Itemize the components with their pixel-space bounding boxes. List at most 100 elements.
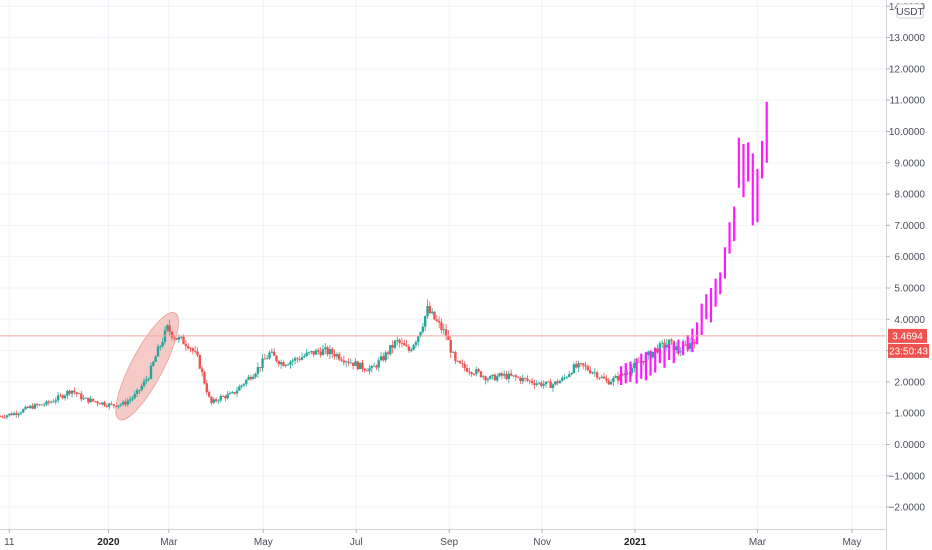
candle-body bbox=[491, 374, 494, 377]
candle-body bbox=[219, 395, 222, 401]
candle-body bbox=[142, 381, 146, 386]
candle-body bbox=[547, 381, 550, 383]
candle-body bbox=[526, 378, 529, 381]
candle-body bbox=[226, 394, 229, 399]
candle-body bbox=[556, 381, 559, 384]
candle-body bbox=[145, 379, 148, 382]
candle-body bbox=[389, 345, 392, 355]
candle-body bbox=[296, 358, 299, 360]
candle-body bbox=[254, 373, 257, 377]
candle-body bbox=[29, 405, 32, 408]
price-tick-label: 11.0000 bbox=[890, 96, 926, 107]
candle-body bbox=[447, 335, 450, 341]
candle-body bbox=[177, 336, 181, 340]
candle-body bbox=[205, 383, 208, 393]
candle-body bbox=[670, 339, 673, 341]
candle-body bbox=[403, 343, 406, 346]
candle-body bbox=[131, 397, 134, 400]
candle-body bbox=[242, 383, 246, 386]
candle-body bbox=[521, 377, 524, 382]
candle-body bbox=[5, 415, 9, 418]
candle-body bbox=[84, 397, 88, 399]
candle-body bbox=[52, 401, 55, 403]
candle-body bbox=[196, 351, 199, 356]
candle-body bbox=[217, 400, 220, 402]
candle-body bbox=[482, 376, 485, 378]
candle-body bbox=[519, 377, 522, 382]
candle-body bbox=[224, 396, 227, 399]
candle-body bbox=[114, 405, 118, 407]
price-tick-label: 4.0000 bbox=[894, 315, 925, 326]
candle-body bbox=[128, 399, 132, 401]
candle-body bbox=[537, 382, 541, 384]
candle-body bbox=[512, 375, 515, 377]
time-tick-label: 11 bbox=[4, 537, 15, 548]
candle-body bbox=[331, 349, 334, 354]
candle-body bbox=[605, 378, 608, 381]
candle-body bbox=[289, 361, 292, 365]
candle-body bbox=[305, 352, 308, 356]
candle-body bbox=[207, 392, 211, 397]
price-tick-label: 8.0000 bbox=[894, 190, 925, 201]
candle-body bbox=[77, 393, 81, 395]
candle-body bbox=[475, 369, 478, 375]
candle-body bbox=[472, 374, 476, 375]
candle-body bbox=[338, 354, 341, 360]
candle-body bbox=[363, 369, 366, 371]
time-tick-label: May bbox=[842, 537, 861, 548]
candle-body bbox=[173, 337, 176, 339]
candle-body bbox=[193, 350, 197, 352]
candle-body bbox=[38, 404, 41, 406]
time-axis-panel[interactable] bbox=[0, 529, 886, 550]
candle-body bbox=[581, 363, 585, 366]
candle-body bbox=[398, 339, 401, 343]
candle-body bbox=[103, 402, 106, 406]
unit-label-box bbox=[896, 3, 924, 19]
candle-body bbox=[368, 368, 371, 372]
candle-body bbox=[335, 354, 339, 357]
candle-body bbox=[505, 374, 508, 379]
candle-body bbox=[268, 352, 271, 359]
candle-body bbox=[303, 355, 306, 358]
candle-body bbox=[54, 400, 57, 402]
candle-body bbox=[456, 360, 459, 362]
candle-body bbox=[94, 401, 97, 402]
time-axis: 11 2020 Mar May Jul Sep Nov 2021 Mar May bbox=[4, 529, 861, 548]
candle-body bbox=[496, 376, 499, 381]
candle-body bbox=[549, 381, 552, 388]
candle-body bbox=[509, 373, 513, 376]
candle-body bbox=[321, 349, 325, 356]
time-tick-label: Mar bbox=[160, 537, 178, 548]
candle-body bbox=[630, 367, 634, 374]
candle-body bbox=[15, 413, 18, 415]
candle-body bbox=[468, 371, 471, 373]
candle-body bbox=[3, 416, 6, 418]
candle-body bbox=[386, 352, 390, 355]
candle-body bbox=[607, 380, 610, 385]
candle-body bbox=[307, 352, 311, 353]
candle-body bbox=[300, 357, 304, 360]
candle-body bbox=[40, 404, 44, 406]
candle-body bbox=[61, 395, 64, 399]
price-tick-label: 7.0000 bbox=[894, 221, 925, 232]
candle-body bbox=[154, 356, 157, 362]
candle-body bbox=[458, 361, 462, 364]
time-tick-label: 2020 bbox=[97, 537, 120, 548]
candle-body bbox=[433, 311, 436, 320]
candle-body bbox=[498, 373, 501, 377]
candle-body bbox=[49, 401, 53, 403]
candle-body bbox=[426, 306, 429, 317]
candle-body bbox=[249, 376, 253, 380]
price-axis-panel[interactable] bbox=[886, 0, 932, 550]
candle-body bbox=[275, 355, 278, 362]
candle-body bbox=[133, 393, 136, 398]
candle-body bbox=[124, 401, 127, 405]
candle-body bbox=[35, 404, 39, 406]
candle-body bbox=[247, 376, 250, 380]
candle-body bbox=[410, 349, 413, 351]
candle-body bbox=[609, 382, 613, 385]
candle-body bbox=[414, 341, 418, 346]
price-tick-label: 6.0000 bbox=[894, 252, 925, 263]
candle-body bbox=[544, 381, 548, 385]
